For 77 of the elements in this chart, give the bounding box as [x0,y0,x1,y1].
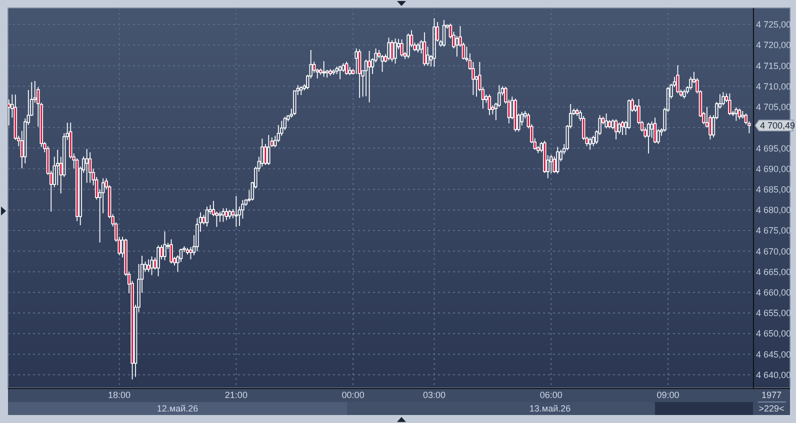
candlestick [604,113,608,129]
y-tick-label: 4 665,00 [756,266,792,277]
candlestick [260,138,264,168]
y-tick-label: 4 655,00 [756,308,792,318]
candlestick [163,230,166,261]
candlestick [234,195,238,228]
candlestick [170,238,173,264]
y-tick-label: 4 725,00 [756,20,792,30]
candlestick [387,37,390,61]
candlestick [432,18,436,68]
text: 1977 [761,390,782,400]
candlestick [676,64,680,94]
candlestick [88,152,92,184]
candlestick [85,148,88,184]
candlestick [300,86,303,96]
y-tick-label: 4 710,00 [756,81,792,92]
y-tick-label: 4 705,00 [756,102,792,112]
candlestick [150,256,154,276]
candlestick [488,94,492,116]
candlestick [653,117,657,144]
y-tick-label: 4 720,00 [756,40,792,50]
candlestick [224,208,228,221]
candlestick [322,60,326,78]
y-tick-label: 4 695,00 [756,143,792,154]
y-tick-label: 4 650,00 [756,328,792,339]
candlestick [75,158,79,222]
x-tick-label: 21:00 [224,390,248,400]
candlestick [390,40,394,62]
candlestick [734,106,738,122]
candlestick [332,68,336,76]
candlestick [514,98,518,132]
candlestick [646,122,650,154]
candlestick [205,206,209,227]
candlestick [368,50,371,103]
y-tick-label: 4 640,00 [756,370,792,380]
candlestick [620,120,624,136]
candlestick [722,92,725,106]
text: 13.май.26 [529,404,571,414]
candlestick [550,154,553,174]
candlestick [738,108,742,120]
y-tick-label: 4 660,00 [756,288,792,298]
x-tick-label: 03:00 [422,390,446,400]
y-tick-label: 4 685,00 [756,184,792,194]
x-tick-label: 06:00 [540,390,562,400]
candlestick [614,118,618,140]
candlestick [358,48,362,98]
candlestick [146,258,150,272]
x-tick-label: 09:00 [656,390,680,400]
candlestick [689,76,692,90]
candlestick [400,38,404,58]
candlestick [442,20,446,48]
candlestick [394,38,397,64]
candlestick [267,134,270,166]
text: 4 700,49 [760,120,796,131]
candlestick [338,65,342,80]
y-tick-label: 4 680,00 [756,205,792,216]
x-tick-label: 18:00 [108,390,131,400]
candlestick [556,146,560,174]
y-tick-label: 4 690,00 [756,164,792,174]
candlestick [222,208,225,222]
y-tick-label: 4 670,00 [756,246,792,256]
y-tick-label: 4 645,00 [756,349,792,360]
candlestick [682,89,686,100]
y-tick-label: 4 675,00 [756,226,792,236]
candlestick [422,32,426,66]
candlestick [588,136,592,150]
y-tick-label: 4 715,00 [756,60,792,71]
candlestick [228,210,232,220]
x-tick-label: 00:00 [342,390,364,400]
candlestick [344,61,348,76]
text: 12.май.26 [156,404,198,414]
candlestick [416,42,420,53]
candlestick [328,68,332,76]
text: >229< [758,404,784,414]
candlestick [406,33,410,59]
candlestick [728,92,732,116]
candlestick [156,244,160,277]
